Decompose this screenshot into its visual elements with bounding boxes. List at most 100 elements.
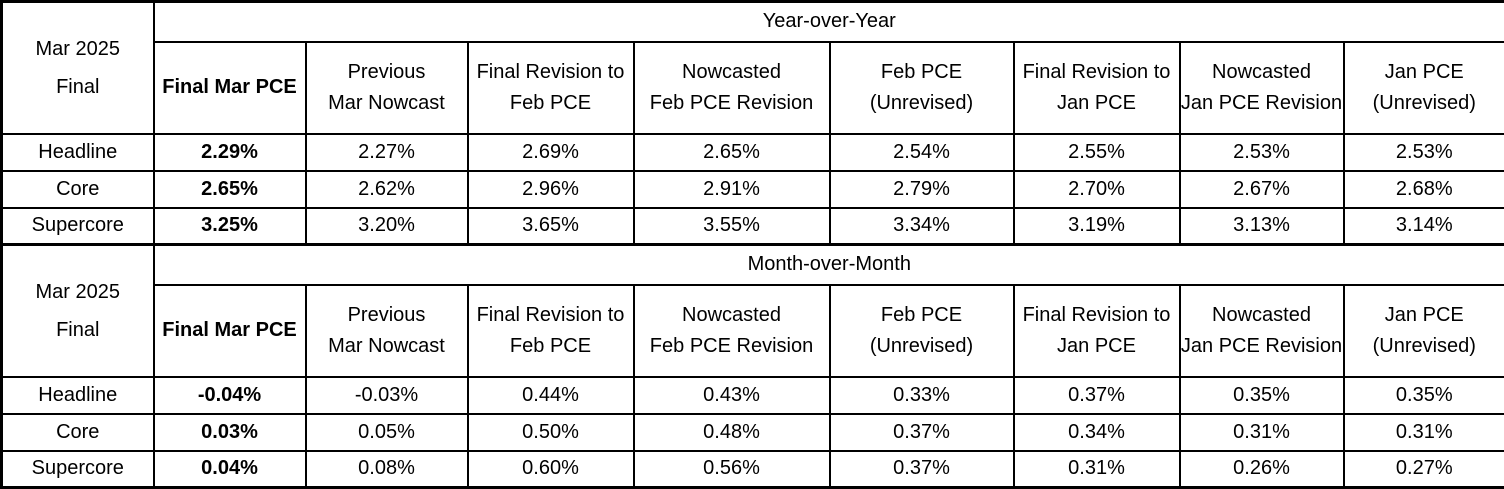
column-header-nowcasted-feb-revision: Nowcasted Feb PCE Revision <box>634 42 830 134</box>
column-header-line: Jan PCE <box>1345 300 1504 331</box>
column-header-line: Previous <box>307 300 467 331</box>
value-cell: 0.05% <box>306 414 468 451</box>
value-cell: 2.54% <box>830 134 1014 171</box>
value-cell: 2.29% <box>154 134 306 171</box>
column-header-nowcasted-jan-revision: Nowcasted Jan PCE Revision <box>1180 285 1344 377</box>
value-cell: 0.56% <box>634 451 830 488</box>
column-header-line: Feb PCE <box>831 300 1013 331</box>
value-cell: 0.31% <box>1014 451 1180 488</box>
column-header-line: Final Revision to <box>1015 300 1179 331</box>
value-cell: 0.48% <box>634 414 830 451</box>
column-header-line: Nowcasted <box>635 300 829 331</box>
column-header-feb-pce-unrevised: Feb PCE (Unrevised) <box>830 285 1014 377</box>
column-header-line: (Unrevised) <box>1345 88 1504 119</box>
value-cell: 3.19% <box>1014 208 1180 245</box>
column-header-line: (Unrevised) <box>1345 331 1504 362</box>
yoy-band-row: Mar 2025 Final Year-over-Year <box>2 2 1504 42</box>
column-header-feb-pce-unrevised: Feb PCE (Unrevised) <box>830 42 1014 134</box>
column-header-line: Jan PCE <box>1015 331 1179 362</box>
value-cell: 2.70% <box>1014 171 1180 208</box>
column-header-line: Final Mar PCE <box>155 72 305 103</box>
value-cell: 0.60% <box>468 451 634 488</box>
value-cell: 3.65% <box>468 208 634 245</box>
column-header-line: Feb PCE <box>831 57 1013 88</box>
value-cell: -0.03% <box>306 377 468 414</box>
column-header-final-revision-feb: Final Revision to Feb PCE <box>468 285 634 377</box>
value-cell: 0.03% <box>154 414 306 451</box>
value-cell: 3.13% <box>1180 208 1344 245</box>
column-header-final-mar-pce: Final Mar PCE <box>154 285 306 377</box>
value-cell: 0.50% <box>468 414 634 451</box>
corner-line: Final <box>3 68 153 106</box>
value-cell: 0.44% <box>468 377 634 414</box>
value-cell: 0.26% <box>1180 451 1344 488</box>
value-cell: 2.62% <box>306 171 468 208</box>
column-header-jan-pce-unrevised: Jan PCE (Unrevised) <box>1344 285 1504 377</box>
value-cell: 3.25% <box>154 208 306 245</box>
yoy-row-supercore: Supercore 3.25% 3.20% 3.65% 3.55% 3.34% … <box>2 208 1504 245</box>
column-header-jan-pce-unrevised: Jan PCE (Unrevised) <box>1344 42 1504 134</box>
value-cell: 0.27% <box>1344 451 1504 488</box>
mom-row-core: Core 0.03% 0.05% 0.50% 0.48% 0.37% 0.34%… <box>2 414 1504 451</box>
value-cell: 2.55% <box>1014 134 1180 171</box>
value-cell: 0.04% <box>154 451 306 488</box>
column-header-line: Mar Nowcast <box>307 331 467 362</box>
value-cell: 2.69% <box>468 134 634 171</box>
column-header-final-revision-feb: Final Revision to Feb PCE <box>468 42 634 134</box>
column-header-line: Final Mar PCE <box>155 315 305 346</box>
value-cell: 3.20% <box>306 208 468 245</box>
value-cell: 2.79% <box>830 171 1014 208</box>
row-label: Supercore <box>2 451 154 488</box>
column-header-final-revision-jan: Final Revision to Jan PCE <box>1014 285 1180 377</box>
row-label: Supercore <box>2 208 154 245</box>
column-header-previous-mar-nowcast: Previous Mar Nowcast <box>306 42 468 134</box>
column-header-line: Final Revision to <box>469 57 633 88</box>
column-header-line: Jan PCE Revision <box>1181 88 1343 119</box>
column-header-line: Jan PCE <box>1015 88 1179 119</box>
value-cell: -0.04% <box>154 377 306 414</box>
column-header-line: Feb PCE <box>469 331 633 362</box>
column-header-line: Previous <box>307 57 467 88</box>
value-cell: 0.31% <box>1344 414 1504 451</box>
corner-cell-yoy: Mar 2025 Final <box>2 2 154 134</box>
column-header-nowcasted-jan-revision: Nowcasted Jan PCE Revision <box>1180 42 1344 134</box>
value-cell: 0.33% <box>830 377 1014 414</box>
yoy-header-row: Final Mar PCE Previous Mar Nowcast Final… <box>2 42 1504 134</box>
value-cell: 2.68% <box>1344 171 1504 208</box>
column-header-nowcasted-feb-revision: Nowcasted Feb PCE Revision <box>634 285 830 377</box>
column-header-line: Nowcasted <box>635 57 829 88</box>
value-cell: 2.96% <box>468 171 634 208</box>
yoy-row-core: Core 2.65% 2.62% 2.96% 2.91% 2.79% 2.70%… <box>2 171 1504 208</box>
mom-row-headline: Headline -0.04% -0.03% 0.44% 0.43% 0.33%… <box>2 377 1504 414</box>
value-cell: 2.91% <box>634 171 830 208</box>
mom-header-row: Final Mar PCE Previous Mar Nowcast Final… <box>2 285 1504 377</box>
value-cell: 2.53% <box>1344 134 1504 171</box>
value-cell: 0.37% <box>830 451 1014 488</box>
row-label: Core <box>2 414 154 451</box>
column-header-line: (Unrevised) <box>831 331 1013 362</box>
column-header-line: Feb PCE Revision <box>635 88 829 119</box>
value-cell: 2.27% <box>306 134 468 171</box>
value-cell: 0.08% <box>306 451 468 488</box>
value-cell: 3.14% <box>1344 208 1504 245</box>
row-label: Headline <box>2 377 154 414</box>
row-label: Headline <box>2 134 154 171</box>
value-cell: 3.55% <box>634 208 830 245</box>
value-cell: 0.35% <box>1344 377 1504 414</box>
value-cell: 0.37% <box>830 414 1014 451</box>
corner-line: Mar 2025 <box>3 273 153 311</box>
value-cell: 0.31% <box>1180 414 1344 451</box>
yoy-row-headline: Headline 2.29% 2.27% 2.69% 2.65% 2.54% 2… <box>2 134 1504 171</box>
column-header-line: Final Revision to <box>469 300 633 331</box>
value-cell: 2.67% <box>1180 171 1344 208</box>
column-header-line: Jan PCE Revision <box>1181 331 1343 362</box>
column-header-line: (Unrevised) <box>831 88 1013 119</box>
column-header-final-mar-pce: Final Mar PCE <box>154 42 306 134</box>
row-label: Core <box>2 171 154 208</box>
mom-row-supercore: Supercore 0.04% 0.08% 0.60% 0.56% 0.37% … <box>2 451 1504 488</box>
band-label-mom: Month-over-Month <box>154 245 1504 285</box>
value-cell: 0.34% <box>1014 414 1180 451</box>
column-header-previous-mar-nowcast: Previous Mar Nowcast <box>306 285 468 377</box>
